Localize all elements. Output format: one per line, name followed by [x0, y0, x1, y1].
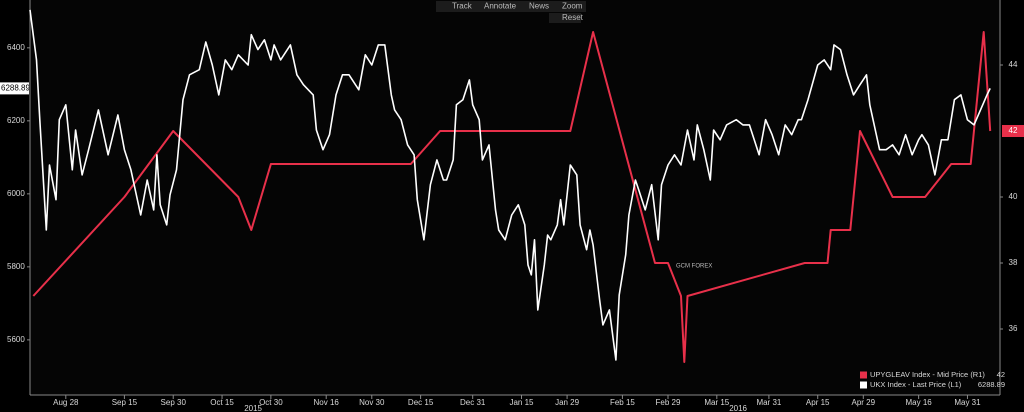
x-tick-label: Jan 15	[509, 398, 534, 407]
toolbar-button[interactable]: News	[529, 2, 549, 11]
y-tick-label: 5600	[7, 335, 25, 344]
legend-value: 6288.89	[978, 380, 1005, 389]
x-tick-label: Nov 30	[359, 398, 385, 407]
x-year-label: 2016	[729, 404, 747, 412]
x-tick-label: Sep 30	[161, 398, 187, 407]
x-tick-label: Oct 15	[210, 398, 234, 407]
last-value-label: 6288.89	[1, 83, 30, 92]
toolbar-background	[436, 1, 586, 12]
x-tick-label: Feb 15	[610, 398, 635, 407]
y2-tick-label: 38	[1009, 258, 1018, 267]
x-tick-label: Dec 31	[460, 398, 486, 407]
reset-background	[549, 13, 581, 23]
toolbar: Track Annotate News Zoom Reset	[436, 1, 586, 23]
y2-tick-label: 44	[1009, 60, 1018, 69]
x-tick-label: Aug 28	[53, 398, 79, 407]
toolbar-button[interactable]: Zoom	[562, 2, 583, 11]
series-line	[29, 9, 991, 361]
y2-tick-label: 40	[1009, 192, 1018, 201]
x-tick-label: May 31	[954, 398, 981, 407]
x-tick-label: Feb 29	[656, 398, 681, 407]
y-tick-label: 6400	[7, 43, 25, 52]
x-tick-label: Oct 30	[259, 398, 283, 407]
legend-swatch	[860, 371, 867, 379]
toolbar-button[interactable]: Reset	[562, 13, 584, 22]
watermark: GCM FOREX	[676, 264, 712, 270]
legend-label: UKX Index - Last Price (L1)	[870, 380, 962, 389]
toolbar-button[interactable]: Annotate	[484, 2, 517, 11]
legend: UPYGLEAV Index - Mid Price (R1) 42 UKX Ind…	[860, 370, 1005, 389]
series-line	[32, 31, 992, 363]
y-tick-label: 6000	[7, 189, 25, 198]
x-tick-label: Mar 31	[756, 398, 781, 407]
x-tick-label: Jan 29	[555, 398, 580, 407]
x-tick-label: Apr 15	[806, 398, 830, 407]
legend-label: UPYGLEAV Index - Mid Price (R1)	[870, 370, 985, 379]
y2-tick-label: 36	[1009, 324, 1018, 333]
last-value-box	[1002, 125, 1024, 138]
plot-area	[30, 0, 1000, 395]
last-value-box	[0, 82, 29, 95]
y-tick-label: 6200	[7, 116, 25, 125]
x-tick-label: Nov 16	[314, 398, 340, 407]
legend-value: 42	[997, 370, 1005, 379]
last-value-label: 42	[1009, 126, 1018, 135]
x-tick-label: May 16	[906, 398, 933, 407]
legend-swatch	[860, 381, 867, 389]
x-tick-label: Dec 15	[408, 398, 434, 407]
toolbar-button[interactable]: Track	[452, 2, 473, 11]
x-tick-label: Apr 29	[851, 398, 875, 407]
x-tick-label: Mar 15	[704, 398, 729, 407]
x-tick-label: Sep 15	[112, 398, 138, 407]
y-tick-label: 5800	[7, 262, 25, 271]
x-year-label: 2015	[244, 404, 262, 412]
